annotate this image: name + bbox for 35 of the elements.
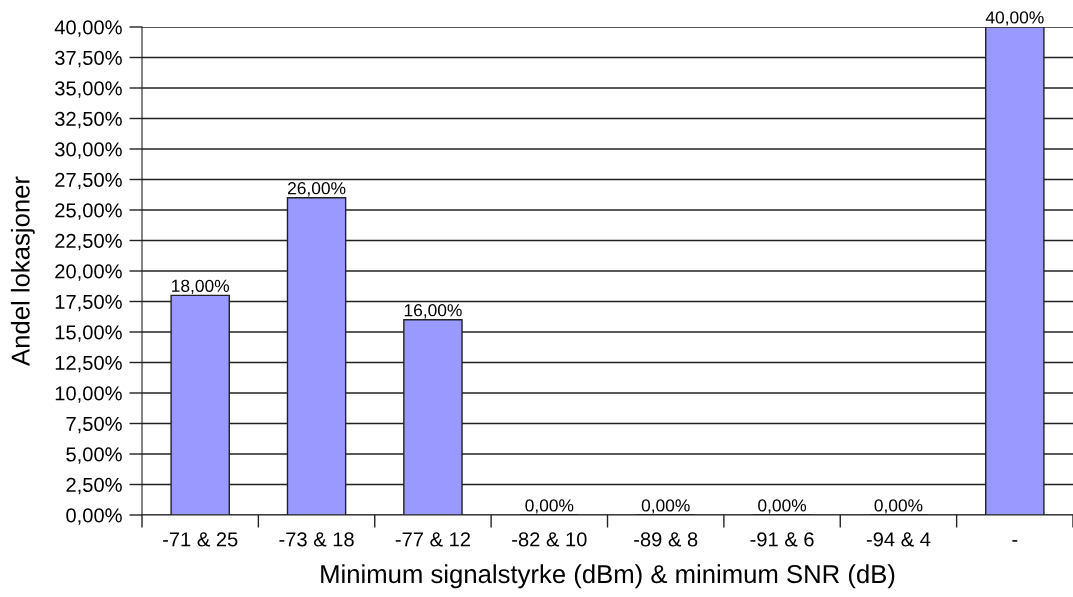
- y-tick-label: 10,00%: [55, 386, 122, 403]
- x-tick-label: -77 & 12: [395, 532, 470, 547]
- y-tick-label: 35,00%: [55, 81, 122, 98]
- data-label: 40,00%: [985, 11, 1044, 26]
- x-tick-label: -71 & 25: [163, 532, 238, 547]
- y-tick-label: 7,50%: [66, 416, 122, 434]
- y-tick-label: 30,00%: [55, 142, 122, 159]
- x-tick-label: -94 & 4: [866, 532, 931, 547]
- y-tick-label: 2,50%: [66, 477, 122, 495]
- y-axis-title: Andel lokasjoner: [10, 176, 35, 366]
- y-tick-label: 37,50%: [55, 50, 122, 68]
- data-label: 0,00%: [641, 499, 690, 514]
- x-tick-label: -89 & 8: [634, 532, 698, 547]
- x-tick-label: -: [1012, 540, 1018, 542]
- y-tick-label: 22,50%: [55, 233, 122, 251]
- data-label: 18,00%: [172, 279, 230, 295]
- y-tick-label: 40,00%: [54, 20, 122, 37]
- y-tick-label: 32,50%: [55, 111, 122, 129]
- y-tick-label: 20,00%: [55, 264, 122, 281]
- x-axis-title: Minimum signalstyrke (dBm) & minimum SNR (dB): [321, 564, 895, 589]
- data-label: 16,00%: [404, 304, 462, 319]
- y-tick-label: 5,00%: [66, 447, 122, 464]
- data-label: 0,00%: [874, 499, 923, 514]
- y-tick-label: 27,50%: [55, 172, 122, 190]
- x-tick-label: -82 & 10: [512, 532, 587, 547]
- y-tick-label: 0,00%: [66, 508, 122, 525]
- y-tick-label: 12,50%: [55, 355, 122, 373]
- y-tick-label: 25,00%: [55, 203, 122, 220]
- data-label: 0,00%: [758, 499, 807, 514]
- x-tick-label: -91 & 6: [750, 532, 814, 547]
- data-label: 26,00%: [288, 182, 346, 197]
- y-tick-label: 15,00%: [55, 325, 122, 342]
- y-tick-label: 17,50%: [55, 294, 122, 312]
- data-label: 0,00%: [525, 499, 574, 514]
- x-tick-label: -73 & 18: [279, 532, 354, 547]
